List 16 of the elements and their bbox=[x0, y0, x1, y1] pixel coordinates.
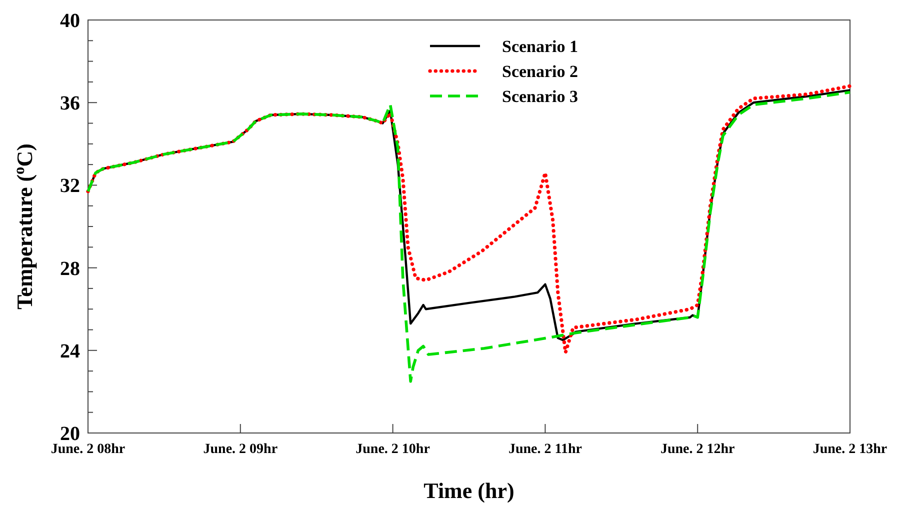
legend-label: Scenario 3 bbox=[502, 86, 578, 106]
y-tick-label: 36 bbox=[60, 92, 80, 115]
x-tick-label: June. 2 09hr bbox=[203, 442, 278, 457]
y-tick-label: 28 bbox=[60, 258, 80, 280]
legend-label: Scenario 2 bbox=[502, 62, 578, 81]
x-tick-label: June. 2 12hr bbox=[660, 442, 735, 457]
y-tick-label: 32 bbox=[60, 175, 80, 198]
x-tick-label: June. 2 11hr bbox=[508, 442, 582, 457]
x-tick-label: June. 2 13hr bbox=[812, 442, 888, 457]
y-tick-label: 24 bbox=[60, 340, 80, 362]
legend-label: Scenario 1 bbox=[502, 36, 578, 56]
y-tick-label: 40 bbox=[60, 10, 80, 32]
x-axis-title: Time (hr) bbox=[424, 478, 514, 503]
x-tick-label: June. 2 10hr bbox=[356, 442, 430, 457]
y-tick-label: 20 bbox=[60, 423, 80, 445]
x-tick-label: June. 2 08hr bbox=[50, 442, 126, 457]
